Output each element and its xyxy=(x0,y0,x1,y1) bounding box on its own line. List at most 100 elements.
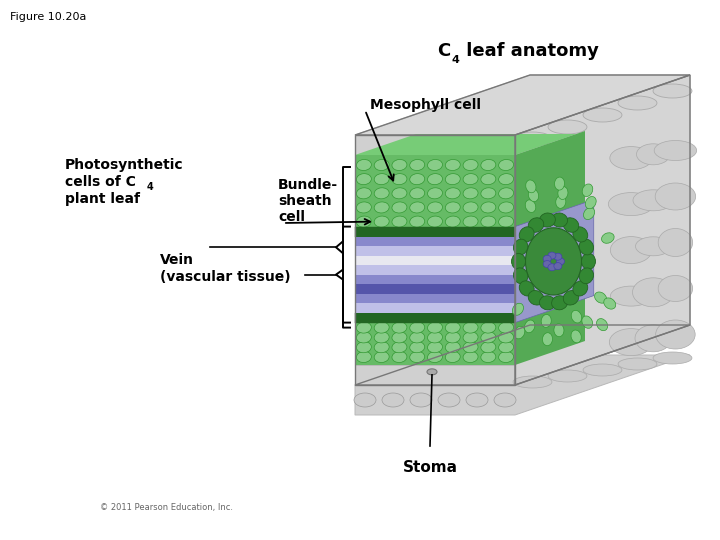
Polygon shape xyxy=(355,255,515,265)
Ellipse shape xyxy=(563,218,579,232)
Ellipse shape xyxy=(519,227,534,242)
Ellipse shape xyxy=(466,393,488,407)
Ellipse shape xyxy=(656,320,696,349)
Text: Figure 10.20a: Figure 10.20a xyxy=(10,12,86,22)
Ellipse shape xyxy=(554,323,564,337)
Ellipse shape xyxy=(356,322,372,333)
Ellipse shape xyxy=(356,216,372,227)
Ellipse shape xyxy=(524,320,535,333)
Ellipse shape xyxy=(428,188,443,199)
Ellipse shape xyxy=(554,177,564,190)
Ellipse shape xyxy=(374,188,389,199)
Ellipse shape xyxy=(609,329,653,356)
Ellipse shape xyxy=(356,174,372,185)
Ellipse shape xyxy=(513,132,552,146)
Ellipse shape xyxy=(499,332,513,343)
Polygon shape xyxy=(355,275,515,284)
Ellipse shape xyxy=(463,174,478,185)
Ellipse shape xyxy=(583,207,595,220)
Ellipse shape xyxy=(571,330,581,343)
Ellipse shape xyxy=(571,310,582,323)
Ellipse shape xyxy=(611,286,652,306)
Ellipse shape xyxy=(481,188,496,199)
Ellipse shape xyxy=(392,159,407,171)
Ellipse shape xyxy=(583,108,622,122)
Text: plant leaf: plant leaf xyxy=(65,192,140,206)
Ellipse shape xyxy=(428,216,443,227)
Text: C: C xyxy=(437,42,450,60)
Ellipse shape xyxy=(541,314,552,327)
Ellipse shape xyxy=(392,352,407,362)
Ellipse shape xyxy=(428,332,443,343)
Text: Photosynthetic: Photosynthetic xyxy=(65,158,184,172)
Text: Stoma: Stoma xyxy=(402,460,457,475)
Ellipse shape xyxy=(635,325,672,352)
Ellipse shape xyxy=(356,332,372,343)
Ellipse shape xyxy=(499,322,513,333)
Polygon shape xyxy=(355,135,515,155)
Ellipse shape xyxy=(528,189,539,201)
Ellipse shape xyxy=(445,202,460,213)
Ellipse shape xyxy=(410,393,432,407)
Ellipse shape xyxy=(499,159,513,171)
Ellipse shape xyxy=(636,144,670,165)
Polygon shape xyxy=(355,294,515,303)
Ellipse shape xyxy=(463,159,478,171)
Ellipse shape xyxy=(608,193,654,215)
Ellipse shape xyxy=(618,358,657,370)
Ellipse shape xyxy=(552,296,567,310)
Ellipse shape xyxy=(513,303,523,315)
Ellipse shape xyxy=(410,342,425,353)
Ellipse shape xyxy=(558,186,568,199)
Ellipse shape xyxy=(542,333,552,346)
Ellipse shape xyxy=(513,376,552,388)
Ellipse shape xyxy=(356,342,372,353)
Ellipse shape xyxy=(554,253,562,260)
Ellipse shape xyxy=(552,213,567,227)
Ellipse shape xyxy=(445,322,460,333)
Ellipse shape xyxy=(463,216,478,227)
Ellipse shape xyxy=(601,233,614,244)
Ellipse shape xyxy=(539,213,555,227)
Ellipse shape xyxy=(511,253,526,269)
Ellipse shape xyxy=(582,316,593,328)
Ellipse shape xyxy=(563,291,579,305)
Ellipse shape xyxy=(548,370,587,382)
Ellipse shape xyxy=(463,202,478,213)
Text: Mesophyll cell: Mesophyll cell xyxy=(370,98,481,112)
Ellipse shape xyxy=(513,268,528,284)
Ellipse shape xyxy=(548,120,587,134)
Ellipse shape xyxy=(392,174,407,185)
Ellipse shape xyxy=(427,369,437,375)
Ellipse shape xyxy=(445,352,460,362)
Ellipse shape xyxy=(554,262,562,269)
Polygon shape xyxy=(355,75,690,135)
Ellipse shape xyxy=(392,202,407,213)
Ellipse shape xyxy=(548,264,556,271)
Ellipse shape xyxy=(428,202,443,213)
Ellipse shape xyxy=(356,159,372,171)
Ellipse shape xyxy=(428,322,443,333)
Ellipse shape xyxy=(595,292,606,303)
Text: cell: cell xyxy=(278,210,305,224)
Ellipse shape xyxy=(428,342,443,353)
Ellipse shape xyxy=(463,322,478,333)
Ellipse shape xyxy=(653,84,692,98)
Ellipse shape xyxy=(374,332,389,343)
Ellipse shape xyxy=(356,202,372,213)
Ellipse shape xyxy=(499,174,513,185)
Ellipse shape xyxy=(633,190,673,211)
Ellipse shape xyxy=(374,174,389,185)
Ellipse shape xyxy=(374,322,389,333)
Polygon shape xyxy=(515,131,585,365)
Ellipse shape xyxy=(410,216,425,227)
Ellipse shape xyxy=(585,197,596,209)
Ellipse shape xyxy=(528,218,544,232)
Ellipse shape xyxy=(428,174,443,185)
Polygon shape xyxy=(355,325,690,415)
Ellipse shape xyxy=(513,239,528,255)
Text: 4: 4 xyxy=(451,55,459,65)
Ellipse shape xyxy=(410,352,425,362)
Ellipse shape xyxy=(528,291,544,305)
Ellipse shape xyxy=(583,364,622,376)
